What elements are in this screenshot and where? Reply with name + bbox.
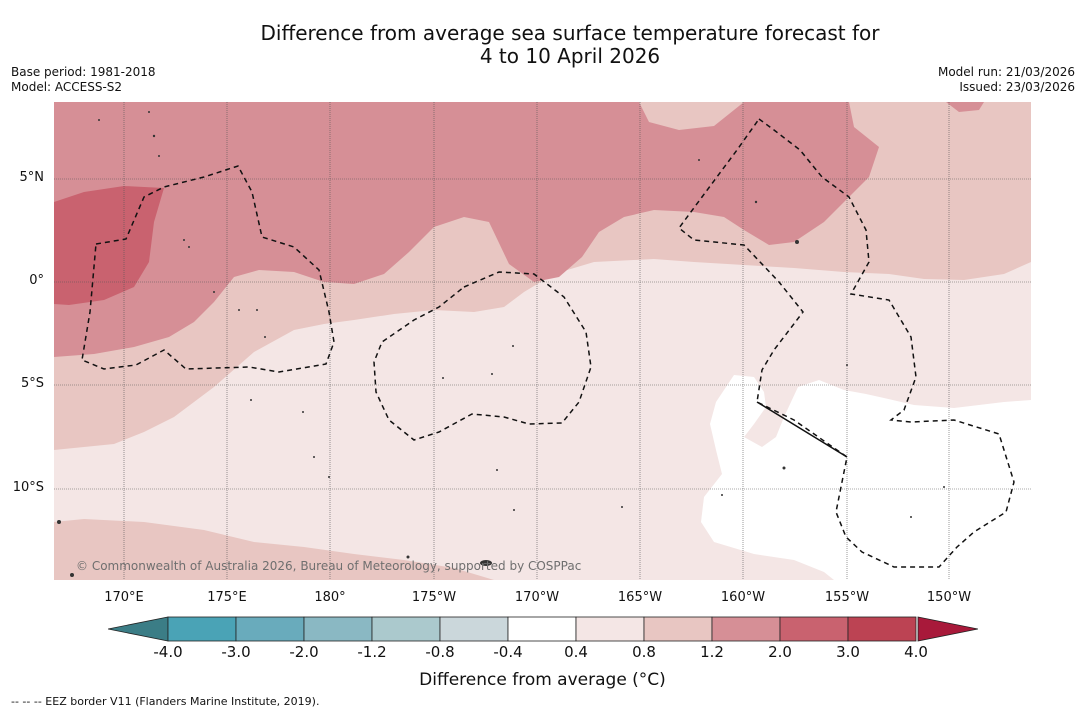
colorbar-tick-label: 3.0 [836,643,860,661]
colorbar-bin [847,616,917,642]
eez-phoenix-islands [373,271,592,441]
lon-label-180: 180° [314,590,346,605]
colorbar-bin [167,616,237,642]
island [158,155,160,157]
island [698,159,700,161]
colorbar-tick-label: 0.4 [564,643,588,661]
eez-line-islands [677,117,1015,568]
colorbar-tick-label: 4.0 [904,643,928,661]
island [480,560,492,566]
anomaly-region-neutral [701,375,1031,580]
island [910,516,912,518]
island [264,336,266,338]
island [57,520,61,524]
base-period: Base period: 1981-2018 [11,65,156,79]
colorbar-extend-below [108,616,169,642]
colorbar-tick-label: -3.0 [221,643,251,661]
island [328,476,330,478]
title-line-1: Difference from average sea surface temp… [260,21,880,45]
colorbar-bin [711,616,781,642]
island [512,345,514,347]
island [491,373,493,375]
island [302,411,304,413]
island [621,506,623,508]
island [98,119,100,121]
model-run: Model run: 21/03/2026 [937,65,1075,79]
lon-label-165w: 165°W [617,590,663,605]
island [943,486,945,488]
graticule [54,102,1031,580]
colorbar-tick-label: 2.0 [768,643,792,661]
island [754,200,758,204]
colorbar-extend-above [917,616,978,642]
islands [57,111,945,577]
lon-label-155w: 155°W [824,590,870,605]
lat-label-5s: 5°S [20,376,44,391]
colorbar-bin [235,616,305,642]
island [795,240,799,244]
island [152,134,156,138]
colorbar-label-text: Difference from average (°C) [419,670,666,690]
lon-label-150w: 150°W [926,590,972,605]
lon-label-175w: 175°W [411,590,457,605]
island [188,246,190,248]
colorbar-bin [439,616,509,642]
anomaly-region-0.8-1.2-south [54,519,494,580]
colorbar-tick-label: 0.8 [632,643,656,661]
eez-borders [81,117,1015,568]
colorbar-bin [779,616,849,642]
island [70,573,74,577]
model-name: Model: ACCESS-S2 [11,80,123,94]
lon-label-160w: 160°W [720,590,766,605]
meta-left: Base period: 1981-2018 Model: ACCESS-S2 [11,65,156,95]
anomaly-region-1.2-2.0 [54,102,879,357]
island [256,309,258,311]
copyright-notice: © Commonwealth of Australia 2026, Bureau… [76,559,582,573]
colorbar-bin [507,616,577,642]
colorbar-tick-label: 1.2 [700,643,724,661]
island [213,291,215,293]
eez-kiribati-gilbert [81,165,335,373]
lon-label-175e: 175°E [207,590,247,605]
island [313,456,315,458]
colorbar-bin [371,616,441,642]
sst-anomaly-map [54,102,1031,580]
island [513,509,515,511]
title-line-2: 4 to 10 April 2026 [479,44,661,68]
colorbar [108,616,978,642]
island [148,111,150,113]
island [846,364,848,366]
island [250,399,252,401]
colorbar-tick-label: -0.8 [425,643,455,661]
island [238,309,240,311]
lon-label-170e: 170°E [104,590,144,605]
colorbar-label: Difference from average (°C) [0,670,1085,690]
eez-border-solid [756,401,848,458]
eez-legend: -- -- -- EEZ border V11 (Flanders Marine… [11,695,320,708]
anomaly-region-1.2-2.0-small [946,102,984,112]
colorbar-tick-label: -2.0 [289,643,319,661]
lat-label-0: 0° [29,273,44,288]
lat-label-5n: 5°N [19,170,45,185]
island [782,466,786,470]
colorbar-bin [643,616,713,642]
island [406,555,410,559]
chart-title: Difference from average sea surface temp… [0,22,1085,68]
lon-label-170w: 170°W [514,590,560,605]
colorbar-tick-label: -4.0 [153,643,183,661]
lat-label-10s: 10°S [12,480,44,495]
colorbar-bin [303,616,373,642]
island [442,377,444,379]
colorbar-bins [167,616,917,642]
colorbar-tick-label: -1.2 [357,643,387,661]
issued-date: Issued: 23/03/2026 [959,80,1075,94]
island [721,494,723,496]
island [496,469,498,471]
colorbar-bin [575,616,645,642]
meta-right: Model run: 21/03/2026 Issued: 23/03/2026 [938,65,1075,95]
island [183,239,185,241]
colorbar-tick-label: -0.4 [493,643,523,661]
